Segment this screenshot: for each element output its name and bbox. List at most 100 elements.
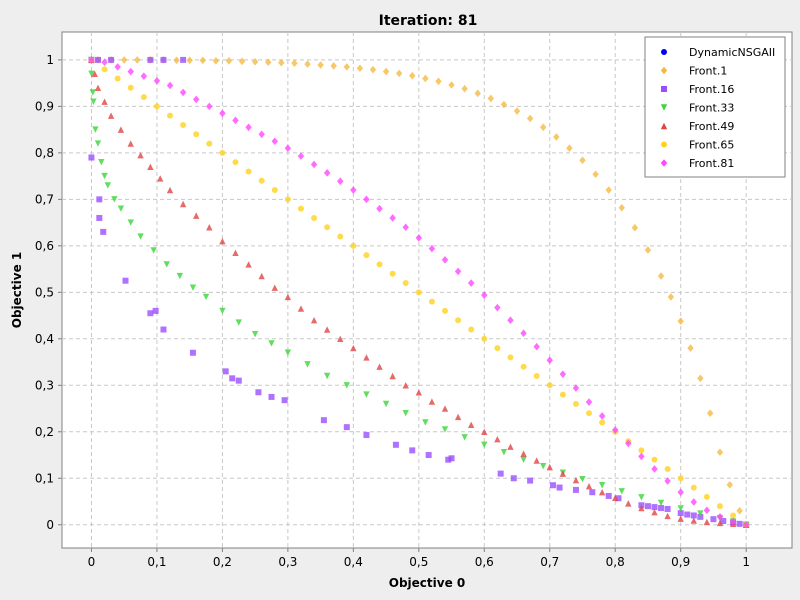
data-point <box>157 175 164 182</box>
data-point <box>382 400 390 408</box>
data-point <box>395 69 403 78</box>
data-point <box>153 77 161 85</box>
data-point <box>104 182 112 189</box>
data-point <box>284 293 292 301</box>
x-tick-label: 0,8 <box>606 555 625 569</box>
data-point <box>206 224 213 231</box>
data-point <box>572 400 579 407</box>
data-point <box>415 389 423 396</box>
data-point <box>638 452 645 461</box>
data-point <box>706 409 714 417</box>
data-point <box>235 377 242 384</box>
data-point <box>651 456 658 463</box>
x-tick-label: 0 <box>88 555 96 569</box>
data-point <box>598 482 606 489</box>
data-point <box>179 88 187 97</box>
data-point <box>598 489 606 496</box>
y-tick-label: 0,6 <box>35 239 54 253</box>
data-point <box>180 121 187 128</box>
data-point <box>255 389 262 396</box>
data-point <box>461 84 468 93</box>
data-point <box>612 494 619 501</box>
data-point <box>684 511 691 518</box>
data-point <box>310 317 318 324</box>
data-point <box>664 505 671 512</box>
data-point <box>615 495 622 502</box>
data-point <box>101 172 108 180</box>
data-point <box>507 316 514 325</box>
data-point <box>720 518 727 525</box>
data-point <box>88 70 95 78</box>
data-point <box>173 56 180 65</box>
data-point <box>697 513 704 520</box>
data-point <box>166 186 174 194</box>
data-point <box>258 272 265 280</box>
data-point <box>88 56 95 64</box>
data-point <box>337 233 344 240</box>
legend-entry: Front.33 <box>689 102 734 115</box>
data-point <box>667 293 675 301</box>
data-point <box>716 519 724 527</box>
data-point <box>120 56 128 64</box>
series-3 <box>88 56 750 528</box>
data-point <box>101 98 108 105</box>
data-point <box>520 456 527 463</box>
data-point <box>317 61 324 69</box>
data-point <box>245 261 252 268</box>
data-point <box>425 452 432 459</box>
data-point <box>533 342 540 351</box>
data-point <box>150 247 157 254</box>
data-point <box>559 470 567 477</box>
data-point <box>291 59 298 67</box>
data-point <box>111 196 118 203</box>
y-tick-label: 0,4 <box>35 332 54 346</box>
data-point <box>202 293 210 301</box>
legend: DynamicNSGAII Front.1 Front.16 Front.33 Fron… <box>644 36 786 178</box>
x-tick-label: 0,3 <box>278 555 297 569</box>
legend-entry: Front.65 <box>689 139 734 152</box>
data-point <box>179 200 187 208</box>
data-point <box>422 419 429 426</box>
data-point <box>526 114 534 123</box>
data-point <box>533 457 540 464</box>
data-point <box>553 133 560 141</box>
data-point <box>589 489 596 496</box>
data-point <box>96 214 103 221</box>
data-point <box>585 398 593 406</box>
data-point <box>232 249 239 257</box>
data-point <box>117 126 125 133</box>
data-point <box>533 373 540 379</box>
data-point <box>481 335 488 342</box>
data-point <box>598 412 606 420</box>
data-point <box>350 186 357 194</box>
legend-entry: Front.81 <box>689 157 734 170</box>
data-point <box>448 81 455 89</box>
data-point <box>311 214 318 221</box>
data-point <box>442 307 449 314</box>
data-point <box>180 56 187 63</box>
data-point <box>153 103 160 110</box>
data-point <box>225 57 233 65</box>
y-tick-label: 0,8 <box>35 146 54 160</box>
data-point <box>330 62 337 70</box>
data-point <box>631 223 639 232</box>
series-layer <box>88 56 750 529</box>
data-point <box>376 363 383 370</box>
data-point <box>454 267 462 276</box>
data-point <box>687 344 694 352</box>
data-point <box>238 57 246 66</box>
data-point <box>140 94 147 101</box>
data-point <box>455 317 462 324</box>
legend-entry: DynamicNSGAII <box>689 46 775 59</box>
data-point <box>137 233 144 240</box>
data-point <box>90 98 97 105</box>
data-point <box>540 462 547 470</box>
data-point <box>710 516 717 523</box>
data-point <box>369 65 377 74</box>
series-5 <box>88 56 750 528</box>
data-point <box>297 305 305 312</box>
data-point <box>389 214 396 222</box>
data-point <box>481 441 488 448</box>
y-axis-label: Objective 1 <box>10 252 24 329</box>
data-point <box>677 488 684 497</box>
